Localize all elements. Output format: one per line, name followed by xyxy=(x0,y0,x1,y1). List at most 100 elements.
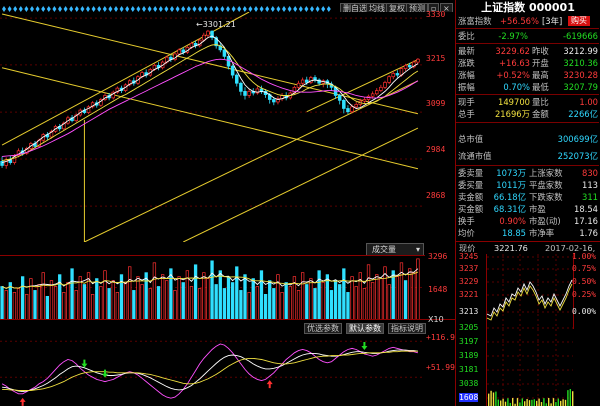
volume-bar-84 xyxy=(346,292,350,320)
order-value-0: 1073万 xyxy=(496,168,526,178)
volume-bar-99 xyxy=(408,268,412,320)
intraday-price-tick-9: 3038 xyxy=(459,379,479,388)
candle-body-21 xyxy=(86,106,91,113)
scroll-diamond-icon xyxy=(80,6,85,12)
intraday-volume-bar xyxy=(538,398,540,406)
candle-body-0 xyxy=(0,161,4,166)
intraday-pct-tick-2: 0.50% xyxy=(572,277,597,286)
candle-body-83 xyxy=(342,99,346,109)
volume-bar-55 xyxy=(226,276,231,320)
intraday-chart[interactable] xyxy=(456,254,600,406)
order-row-5: 均价 18.85 市净率 1.76 xyxy=(456,227,599,239)
main-price-chart[interactable] xyxy=(0,12,455,242)
ma-line-2 xyxy=(2,58,419,157)
indicator-chart[interactable] xyxy=(0,334,455,406)
volume-bar-31 xyxy=(128,266,132,320)
intraday-volume-bar xyxy=(526,398,528,406)
tab-optimal-params[interactable]: 优选参数 xyxy=(304,323,342,334)
volume-bar-32 xyxy=(132,290,136,320)
info-value-6: 21696万 xyxy=(494,109,530,119)
intraday-volume-bar xyxy=(521,398,523,406)
intraday-price-tick-7: 3189 xyxy=(459,351,479,360)
volume-bar-29 xyxy=(119,274,124,320)
candle-body-90 xyxy=(370,93,375,97)
intraday-volume-bar xyxy=(562,399,564,406)
candle-body-72 xyxy=(296,82,301,88)
volume-bar-92 xyxy=(379,278,383,320)
sub-index-label: 涨富指数 xyxy=(458,16,492,26)
high-annotation-value: 3301.21 xyxy=(202,20,236,29)
volume-bar-71 xyxy=(292,276,297,320)
scroll-diamond-icon xyxy=(30,6,34,12)
volume-chart[interactable] xyxy=(0,255,455,320)
volume-bar-75 xyxy=(309,278,313,320)
order-value-1: 1011万 xyxy=(496,180,526,190)
intraday-price-line xyxy=(486,279,573,317)
info-label-5: 现手 xyxy=(458,97,475,107)
volume-bar-11 xyxy=(45,295,50,320)
intraday-volume-bar xyxy=(572,391,574,406)
order-row-3: 买金额 68.31亿 市盈 18.54 xyxy=(456,203,599,215)
volume-bar-10 xyxy=(41,272,45,320)
scroll-diamond-icon xyxy=(97,6,102,12)
intraday-volume-bar xyxy=(555,402,557,406)
scroll-diamond-icon xyxy=(265,6,270,12)
info-value2-1: 3212.99 xyxy=(563,46,598,56)
order-value2-0: 830 xyxy=(582,168,598,178)
intraday-background xyxy=(456,254,600,406)
indicator-tick-2-value: 51.99 xyxy=(430,363,455,372)
intraday-volume-bar xyxy=(545,403,547,406)
intraday-volume-bar xyxy=(550,403,552,406)
info-label-6: 总手 xyxy=(458,109,475,119)
intraday-volume-bar xyxy=(514,403,516,406)
market-cap-value: 300699亿 xyxy=(557,134,598,144)
intraday-volume-bar xyxy=(512,398,514,406)
candle-body-12 xyxy=(49,130,54,138)
volume-tick-1: 3296 xyxy=(428,252,448,261)
axis-divider xyxy=(455,0,456,406)
scroll-diamond-icon xyxy=(198,6,202,12)
intraday-price-tick-4: 3213 xyxy=(459,307,479,316)
intraday-price-tick-0: 3245 xyxy=(459,252,479,261)
candle-body-62 xyxy=(255,88,260,94)
intraday-volume-bar xyxy=(567,390,569,406)
tab-default-params[interactable]: 默认参数 xyxy=(346,323,384,334)
trend-line-0 xyxy=(1,67,419,170)
float-cap-row: 流通市值 252073亿 xyxy=(456,150,599,162)
candle-body-96 xyxy=(395,73,400,76)
candle-body-66 xyxy=(272,99,276,103)
volume-bar-98 xyxy=(403,280,408,320)
volume-bar-56 xyxy=(230,282,235,320)
scroll-diamond-icon xyxy=(35,6,40,12)
volume-bar-0 xyxy=(0,286,4,320)
scroll-diamond-icon xyxy=(136,6,141,12)
buy-button[interactable]: 购买 xyxy=(568,16,590,26)
candle-body-54 xyxy=(222,49,227,57)
info-label2-4: 最低 xyxy=(532,82,549,92)
scroll-diamond-icon xyxy=(2,6,6,12)
info-panel: 上证指数 000001 涨富指数 +56.56% [3年] 购买 委比 -2.9… xyxy=(456,0,600,240)
signal-arrow-icon-0 xyxy=(19,397,26,406)
order-label2-0: 上涨家数 xyxy=(529,168,563,178)
intraday-volume-bar xyxy=(495,391,497,406)
scroll-diamond-icon xyxy=(18,6,23,12)
indicator-line-0 xyxy=(1,343,419,399)
float-cap-label: 流通市值 xyxy=(458,151,492,161)
info-value-1: 3229.62 xyxy=(495,46,530,56)
candle-body-58 xyxy=(239,82,243,92)
scroll-diamond-icon xyxy=(13,6,18,12)
intraday-price-tick-10: 1608 xyxy=(459,393,479,402)
volume-bar-72 xyxy=(296,290,301,320)
top-scroll-strip xyxy=(0,0,455,12)
volume-bar-37 xyxy=(152,262,157,320)
volume-bar-40 xyxy=(165,280,169,320)
volume-bar-64 xyxy=(263,294,268,320)
scroll-diamond-icon xyxy=(226,6,230,12)
info-row-6: 总手 21696万 金额 2266亿 xyxy=(456,108,599,120)
order-label-0: 委卖量 xyxy=(458,168,484,178)
scroll-diamond-icon xyxy=(248,6,253,12)
tab-indicator-help[interactable]: 指标说明 xyxy=(388,323,426,334)
scroll-diamond-icon xyxy=(142,6,146,12)
volume-bar-93 xyxy=(383,266,387,320)
volume-bar-67 xyxy=(276,274,280,320)
